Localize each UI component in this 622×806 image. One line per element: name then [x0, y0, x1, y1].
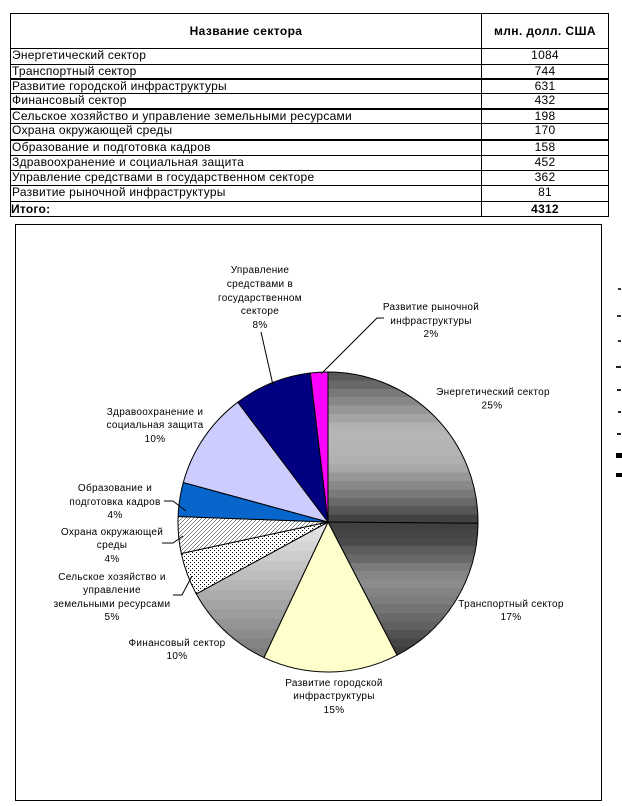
svg-text:земельными ресурсами: земельными ресурсами [54, 599, 171, 610]
svg-text:5%: 5% [104, 612, 119, 623]
svg-text:среды: среды [97, 540, 127, 551]
svg-text:2%: 2% [423, 329, 438, 340]
svg-text:Образование и: Образование и [78, 482, 152, 494]
svg-text:Охрана окружающей: Охрана окружающей [61, 527, 163, 538]
svg-text:инфраструктуры: инфраструктуры [293, 690, 375, 702]
svg-text:государственном: государственном [218, 293, 302, 304]
svg-text:Сельское хозяйство и: Сельское хозяйство и [58, 572, 166, 583]
svg-text:15%: 15% [324, 705, 345, 716]
svg-text:17%: 17% [501, 612, 522, 623]
svg-text:4%: 4% [104, 554, 119, 565]
svg-text:8%: 8% [252, 320, 267, 331]
svg-text:Финансовый сектор: Финансовый сектор [128, 638, 225, 649]
svg-text:Энергетический сектор: Энергетический сектор [436, 387, 550, 398]
svg-text:10%: 10% [145, 434, 166, 445]
svg-text:управление: управление [83, 585, 141, 596]
svg-text:Здравоохранение и: Здравоохранение и [107, 407, 204, 418]
svg-text:секторе: секторе [241, 306, 279, 317]
svg-text:Транспортный сектор: Транспортный сектор [458, 599, 564, 610]
svg-text:Развитие рыночной: Развитие рыночной [383, 302, 479, 313]
svg-text:Управление: Управление [231, 265, 290, 276]
svg-text:социальная защита: социальная защита [107, 420, 204, 431]
svg-text:4%: 4% [107, 510, 122, 521]
svg-text:инфраструктуры: инфраструктуры [390, 315, 472, 327]
svg-text:25%: 25% [482, 401, 503, 412]
svg-text:подготовка кадров: подготовка кадров [69, 497, 160, 508]
svg-text:Развитие городской: Развитие городской [285, 678, 383, 689]
svg-text:средствами в: средствами в [227, 279, 293, 290]
svg-text:10%: 10% [167, 651, 188, 662]
